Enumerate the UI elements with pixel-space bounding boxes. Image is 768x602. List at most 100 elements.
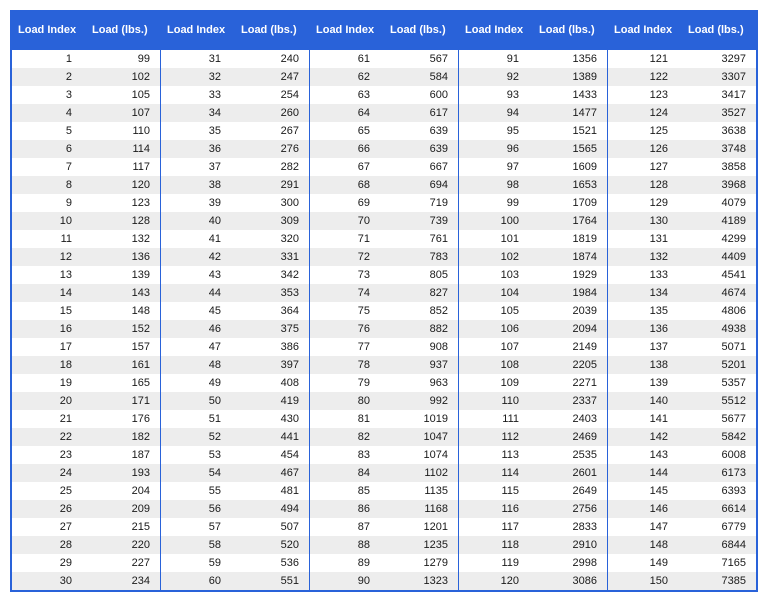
cell-index: 69 [310,194,388,212]
cell-index: 130 [608,212,686,230]
table-row: 75852 [310,302,458,320]
cell-load: 5677 [686,410,756,428]
table-row: 42331 [161,248,309,266]
cell-index: 119 [459,554,537,572]
table-row: 57507 [161,518,309,536]
cell-index: 147 [608,518,686,536]
column-group: Load IndexLoad (lbs.)6156762584636006461… [310,12,459,590]
cell-index: 20 [12,392,90,410]
table-row: 12136 [12,248,160,266]
cell-load: 143 [90,284,160,302]
cell-load: 1984 [537,284,607,302]
cell-load: 1019 [388,410,458,428]
table-row: 911356 [459,50,607,68]
table-row: 821047 [310,428,458,446]
table-row: 1062094 [459,320,607,338]
cell-index: 37 [161,158,239,176]
cell-load: 408 [239,374,309,392]
header-row: Load IndexLoad (lbs.) [161,12,309,50]
cell-load: 165 [90,374,160,392]
table-row: 22182 [12,428,160,446]
cell-index: 11 [12,230,90,248]
table-row: 34260 [161,104,309,122]
cell-load: 520 [239,536,309,554]
cell-load: 161 [90,356,160,374]
cell-index: 122 [608,68,686,86]
table-row: 971609 [459,158,607,176]
cell-index: 89 [310,554,388,572]
cell-index: 117 [459,518,537,536]
cell-load: 1168 [388,500,458,518]
cell-index: 31 [161,50,239,68]
cell-index: 94 [459,104,537,122]
table-row: 1456393 [608,482,756,500]
cell-load: 536 [239,554,309,572]
table-row: 1213297 [608,50,756,68]
header-index: Load Index [459,12,533,50]
table-row: 1001764 [459,212,607,230]
cell-load: 2535 [537,446,607,464]
cell-index: 81 [310,410,388,428]
table-row: 6114 [12,140,160,158]
cell-load: 5357 [686,374,756,392]
cell-load: 1709 [537,194,607,212]
table-row: 1476779 [608,518,756,536]
cell-index: 116 [459,500,537,518]
table-row: 1253638 [608,122,756,140]
table-row: 1364938 [608,320,756,338]
cell-load: 136 [90,248,160,266]
cell-load: 1074 [388,446,458,464]
cell-load: 247 [239,68,309,86]
table-row: 60551 [161,572,309,590]
table-row: 14143 [12,284,160,302]
cell-index: 103 [459,266,537,284]
column-group: Load IndexLoad (lbs.)3124032247332543426… [161,12,310,590]
cell-index: 93 [459,86,537,104]
header-load: Load (lbs.) [86,12,160,50]
table-row: 1072149 [459,338,607,356]
cell-load: 454 [239,446,309,464]
table-row: 1263748 [608,140,756,158]
cell-index: 128 [608,176,686,194]
table-row: 941477 [459,104,607,122]
cell-load: 667 [388,158,458,176]
table-row: 1466614 [608,500,756,518]
cell-load: 1235 [388,536,458,554]
table-row: 72783 [310,248,458,266]
table-row: 1415677 [608,410,756,428]
cell-index: 82 [310,428,388,446]
cell-index: 68 [310,176,388,194]
table-row: 3105 [12,86,160,104]
table-row: 1152649 [459,482,607,500]
table-row: 68694 [310,176,458,194]
cell-load: 467 [239,464,309,482]
table-row: 59536 [161,554,309,572]
cell-load: 2271 [537,374,607,392]
cell-index: 144 [608,464,686,482]
cell-index: 52 [161,428,239,446]
cell-index: 149 [608,554,686,572]
cell-index: 44 [161,284,239,302]
table-row: 62584 [310,68,458,86]
table-row: 1436008 [608,446,756,464]
table-row: 48397 [161,356,309,374]
table-row: 11132 [12,230,160,248]
cell-index: 108 [459,356,537,374]
cell-index: 41 [161,230,239,248]
cell-load: 1047 [388,428,458,446]
table-row: 1142601 [459,464,607,482]
cell-index: 75 [310,302,388,320]
cell-load: 1323 [388,572,458,590]
cell-load: 639 [388,122,458,140]
cell-load: 1433 [537,86,607,104]
cell-load: 4938 [686,320,756,338]
cell-index: 79 [310,374,388,392]
cell-load: 117 [90,158,160,176]
table-row: 961565 [459,140,607,158]
cell-load: 300 [239,194,309,212]
table-row: 1324409 [608,248,756,266]
cell-load: 120 [90,176,160,194]
cell-index: 49 [161,374,239,392]
table-row: 1162756 [459,500,607,518]
cell-load: 4079 [686,194,756,212]
